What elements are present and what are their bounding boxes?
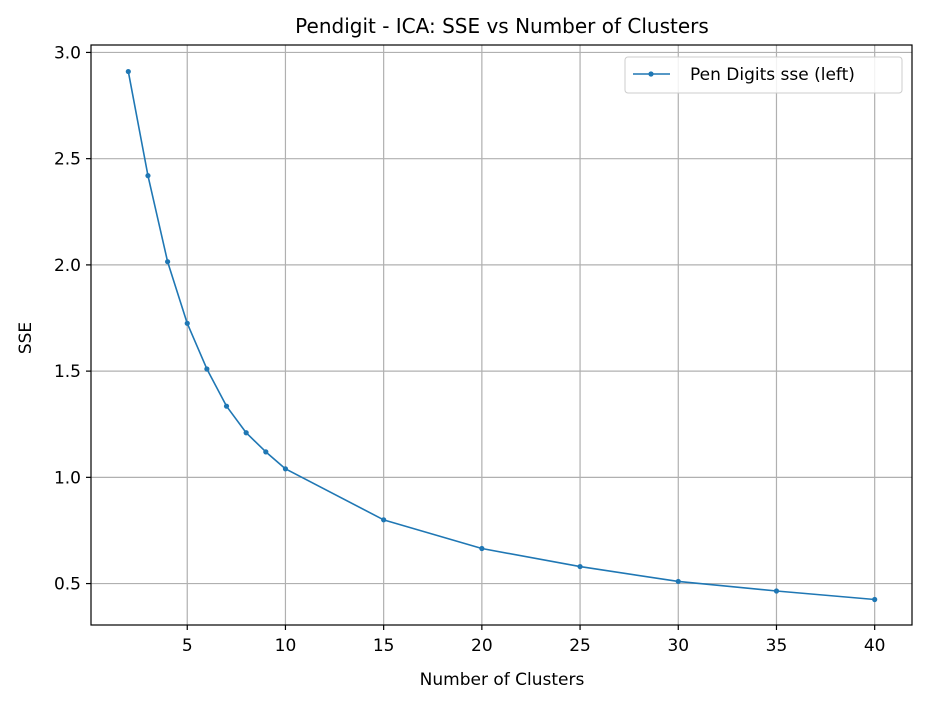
data-point [125,68,131,75]
data-point [773,588,780,594]
x-tick-label: 40 [864,636,886,656]
data-point [204,366,210,372]
data-point [165,259,171,265]
legend-box [624,56,903,94]
y-tick-label: 1.0 [54,468,81,488]
y-tick-label: 1.5 [54,362,81,382]
data-point [577,563,583,570]
x-tick-label: 20 [471,636,493,656]
data-point [381,517,387,523]
x-tick-label: 25 [569,636,591,656]
y-tick-label: 0.5 [54,575,81,595]
data-point [675,578,681,585]
y-axis-label: SSE [16,322,36,354]
legend: Pen Digits sse (left) [624,56,903,94]
x-tick-label: 5 [182,636,193,656]
legend-marker-swatch [648,71,654,77]
x-tick-label: 30 [667,636,689,656]
data-point [479,545,485,552]
legend-label: Pen Digits sse (left) [690,65,855,85]
series-layer [125,68,878,603]
x-tick-label: 15 [373,636,395,656]
chart-title: Pendigit - ICA: SSE vs Number of Cluster… [295,14,709,38]
x-axis-ticks: 5 10 15 20 25 30 35 40 [182,625,886,656]
y-axis-ticks: 0.5 1.0 1.5 2.0 2.5 3.0 [54,43,91,595]
y-tick-label: 3.0 [54,43,81,63]
data-point [184,320,190,326]
data-point [872,596,878,603]
data-point [243,430,249,436]
x-axis-label: Number of Clusters [420,670,585,690]
plot-area-frame [90,44,913,626]
data-point [263,449,269,455]
y-tick-label: 2.0 [54,256,81,276]
x-tick-label: 10 [275,636,297,656]
data-point [145,173,151,179]
data-point [282,466,289,472]
data-point [223,403,230,409]
y-tick-label: 2.5 [54,150,81,170]
grid-lines [91,45,912,625]
x-tick-label: 35 [766,636,788,656]
